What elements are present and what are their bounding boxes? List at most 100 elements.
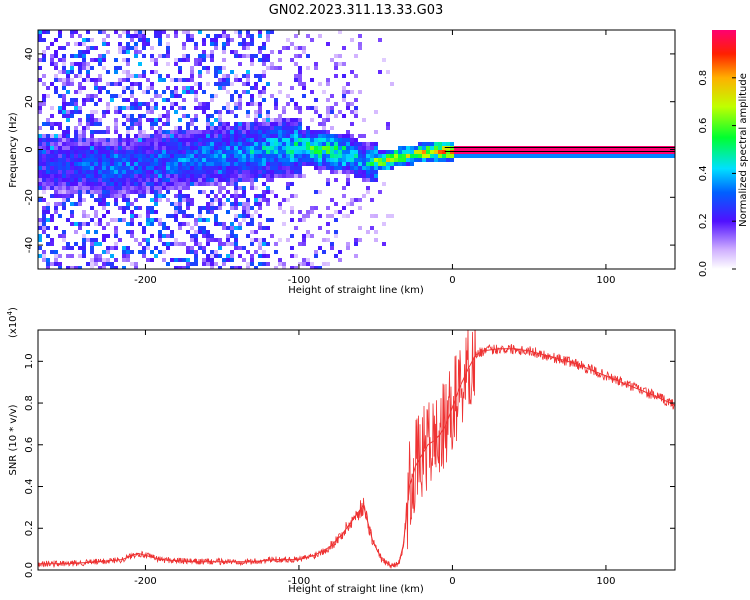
spectrogram-cell xyxy=(366,190,370,194)
spectrogram-cell xyxy=(342,186,346,190)
spectrogram-cell xyxy=(162,146,166,150)
spectrogram-cell xyxy=(366,230,370,234)
spectrogram-cell xyxy=(54,166,58,170)
spectrogram-cell xyxy=(78,190,82,194)
spectrogram-cell xyxy=(210,42,214,46)
spectrogram-cell xyxy=(66,166,70,170)
spectrogram-cell xyxy=(406,146,410,150)
spectrogram-cell xyxy=(270,234,274,238)
spectrogram-cell xyxy=(370,170,374,174)
spectrogram-cell xyxy=(214,130,218,134)
spectrogram-cell xyxy=(270,174,274,178)
spectrogram-cell xyxy=(178,182,182,186)
spectrogram-cell xyxy=(370,150,374,154)
spectrogram-cell xyxy=(294,118,298,122)
spectrogram-cell xyxy=(494,154,498,158)
spectrogram-cell xyxy=(218,110,222,114)
spectrogram-cell xyxy=(146,90,150,94)
spectrogram-cell xyxy=(142,226,146,230)
spectrogram-cell xyxy=(130,138,134,142)
spectrogram-cell xyxy=(162,226,166,230)
spectrogram-cell xyxy=(130,230,134,234)
spectrogram-cell xyxy=(90,134,94,138)
spectrogram-cell xyxy=(282,198,286,202)
spectrogram-cell xyxy=(306,258,310,262)
spectrogram-cell xyxy=(202,258,206,262)
spectrogram-cell xyxy=(186,170,190,174)
spectrogram-cell xyxy=(202,138,206,142)
spectrogram-cell xyxy=(146,242,150,246)
spectrogram-cell xyxy=(250,258,254,262)
spectrogram-cell xyxy=(262,198,266,202)
spectrogram-cell xyxy=(178,126,182,130)
spectrogram-cell xyxy=(106,158,110,162)
spectrogram-cell xyxy=(98,62,102,66)
spectrogram-cell xyxy=(122,50,126,54)
spectrogram-cell xyxy=(46,226,50,230)
spectrogram-cell xyxy=(98,154,102,158)
spectrogram-cell xyxy=(98,242,102,246)
spectrogram-cell xyxy=(266,146,270,150)
spectrogram-cell xyxy=(106,246,110,250)
spectrogram-cell xyxy=(246,134,250,138)
spectrogram-cell xyxy=(326,178,330,182)
spectrogram-cell xyxy=(310,78,314,82)
spectrogram-cell xyxy=(58,146,62,150)
spectrogram-cell xyxy=(262,242,266,246)
spectrogram-cell xyxy=(122,106,126,110)
spectrogram-cell xyxy=(130,82,134,86)
spectrogram-cell xyxy=(118,46,122,50)
spectrogram-cell xyxy=(258,58,262,62)
spectrogram-cell xyxy=(206,130,210,134)
spectrogram-cell xyxy=(318,114,322,118)
spectrogram-cell xyxy=(230,250,234,254)
spectrogram-cell xyxy=(102,266,106,269)
spectrogram-cell xyxy=(290,170,294,174)
spectrogram-cell xyxy=(358,226,362,230)
spectrogram-cell xyxy=(126,254,130,258)
spectrogram-cell xyxy=(350,38,354,42)
spectrogram-cell xyxy=(126,170,130,174)
spectrogram-cell xyxy=(218,134,222,138)
spectrogram-cell xyxy=(286,186,290,190)
spectrogram-cell xyxy=(134,42,138,46)
spectrogram-cell xyxy=(122,150,126,154)
spectrogram-cell xyxy=(130,90,134,94)
spectrogram-cell xyxy=(178,178,182,182)
spectrogram-cell xyxy=(290,142,294,146)
spectrogram-cell xyxy=(202,106,206,110)
spectrogram-cell xyxy=(142,162,146,166)
spectrogram-cell xyxy=(82,138,86,142)
spectrogram-cell xyxy=(82,214,86,218)
spectrogram-cell xyxy=(306,146,310,150)
spectrogram-cell xyxy=(66,150,70,154)
spectrogram-cell xyxy=(130,142,134,146)
spectrogram-cell xyxy=(346,242,350,246)
spectrogram-cell xyxy=(262,226,266,230)
spectrogram-cell xyxy=(350,170,354,174)
spectrogram-cell xyxy=(258,78,262,82)
spectrogram-cell xyxy=(358,146,362,150)
spectrogram-cell xyxy=(226,158,230,162)
spectrogram-cell xyxy=(130,158,134,162)
spectrogram-cell xyxy=(278,122,282,126)
spectrogram-cell xyxy=(90,154,94,158)
spectrogram-cell xyxy=(90,182,94,186)
spectrogram-cell xyxy=(162,78,166,82)
spectrogram-cell xyxy=(118,66,122,70)
spectrogram-cell xyxy=(470,154,474,158)
spectrogram-cell xyxy=(130,106,134,110)
spectrogram-cell xyxy=(218,126,222,130)
spectrogram-cell xyxy=(138,34,142,38)
spectrogram-cell xyxy=(134,162,138,166)
spectrogram-cell xyxy=(46,46,50,50)
spectrogram-cell xyxy=(102,42,106,46)
spectrogram-cell xyxy=(50,174,54,178)
spectrogram-cell xyxy=(342,166,346,170)
spectrogram-cell xyxy=(150,122,154,126)
spectrogram-cell xyxy=(154,122,158,126)
spectrogram-cell xyxy=(46,138,50,142)
spectrogram-cell xyxy=(94,162,98,166)
spectrogram-cell xyxy=(318,170,322,174)
spectrogram-cell xyxy=(42,174,46,178)
